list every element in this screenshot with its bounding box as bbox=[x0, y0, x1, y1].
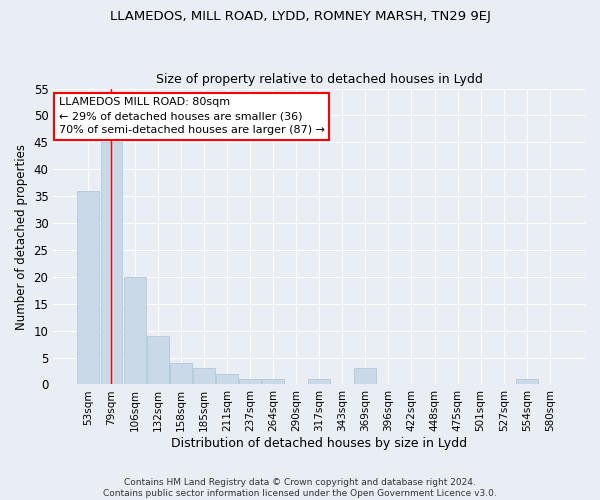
Text: LLAMEDOS, MILL ROAD, LYDD, ROMNEY MARSH, TN29 9EJ: LLAMEDOS, MILL ROAD, LYDD, ROMNEY MARSH,… bbox=[110, 10, 490, 23]
Bar bbox=[308, 379, 330, 384]
Bar bbox=[101, 142, 122, 384]
Bar bbox=[355, 368, 376, 384]
Bar bbox=[170, 363, 191, 384]
Text: Contains HM Land Registry data © Crown copyright and database right 2024.
Contai: Contains HM Land Registry data © Crown c… bbox=[103, 478, 497, 498]
Y-axis label: Number of detached properties: Number of detached properties bbox=[15, 144, 28, 330]
Bar bbox=[146, 336, 169, 384]
Bar bbox=[124, 277, 146, 384]
Bar bbox=[77, 191, 100, 384]
Bar bbox=[262, 379, 284, 384]
X-axis label: Distribution of detached houses by size in Lydd: Distribution of detached houses by size … bbox=[171, 437, 467, 450]
Bar bbox=[516, 379, 538, 384]
Bar bbox=[239, 379, 261, 384]
Bar bbox=[193, 368, 215, 384]
Title: Size of property relative to detached houses in Lydd: Size of property relative to detached ho… bbox=[156, 73, 482, 86]
Bar bbox=[216, 374, 238, 384]
Text: LLAMEDOS MILL ROAD: 80sqm
← 29% of detached houses are smaller (36)
70% of semi-: LLAMEDOS MILL ROAD: 80sqm ← 29% of detac… bbox=[59, 98, 325, 136]
